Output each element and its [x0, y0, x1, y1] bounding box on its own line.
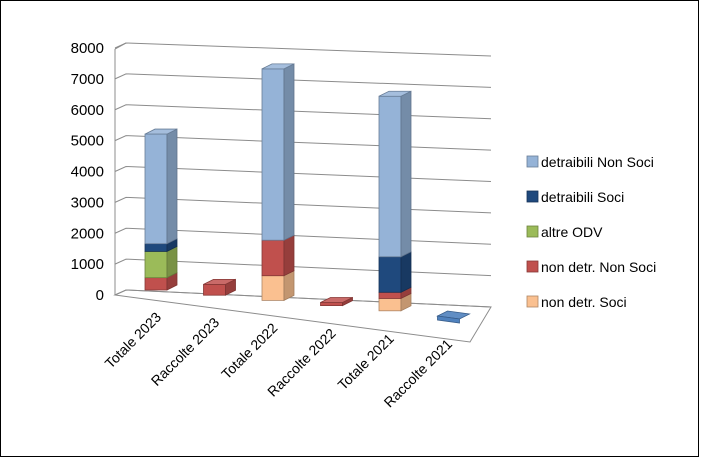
- legend: detraibili Non Soci detraibili Soci altre …: [526, 154, 656, 310]
- bar-segment: [203, 278, 236, 296]
- category-label: Totale 2021: [334, 330, 397, 393]
- legend-label: detraibili Non Soci: [541, 154, 654, 170]
- legend-label: detraibili Soci: [541, 189, 624, 205]
- y-tick-label: 6000: [71, 102, 104, 119]
- category-label: Totale 2023: [102, 309, 165, 372]
- gridline: [114, 289, 492, 308]
- bar-empty: [436, 310, 471, 324]
- legend-swatch: [526, 260, 539, 273]
- legend-label: non detr. Soci: [541, 294, 627, 310]
- legend-swatch: [526, 190, 539, 203]
- gridline: [114, 227, 492, 245]
- bar-segment: [144, 128, 178, 245]
- gridline: [114, 135, 492, 151]
- bar-segment: [144, 272, 178, 291]
- y-tick-label: 1000: [71, 256, 104, 273]
- gridline: [114, 42, 492, 57]
- gridline: [114, 73, 492, 88]
- y-tick-label: 4000: [71, 164, 104, 181]
- bar-segment: [378, 251, 412, 293]
- bar-segment: [378, 292, 412, 312]
- bar-segment: [144, 245, 178, 279]
- y-tick-label: 3000: [71, 194, 104, 211]
- bar-segment: [378, 90, 412, 258]
- gridline: [114, 165, 492, 182]
- bars: [144, 63, 471, 324]
- legend-item: altre ODV: [526, 224, 603, 240]
- gridline: [114, 104, 492, 120]
- legend-item: non detr. Soci: [526, 294, 627, 310]
- legend-item: non detr. Non Soci: [526, 259, 656, 275]
- legend-swatch: [526, 295, 539, 308]
- gridlines: [114, 42, 492, 308]
- legend-item: detraibili Soci: [526, 189, 624, 205]
- y-tick-label: 7000: [71, 71, 104, 88]
- bar-segment: [261, 63, 295, 241]
- y-tick-label: 2000: [71, 225, 104, 242]
- gridline: [114, 196, 492, 214]
- y-tick-label: 0: [96, 287, 104, 304]
- y-axis-ticks: 0 1000 2000 3000 4000 5000 6000 7000 8000: [71, 40, 104, 304]
- bar-segment: [320, 296, 353, 307]
- category-label: Totale 2022: [218, 319, 281, 382]
- legend-swatch: [526, 225, 539, 238]
- y-tick-label: 5000: [71, 133, 104, 150]
- legend-label: altre ODV: [541, 224, 603, 240]
- legend-swatch: [526, 155, 539, 168]
- gridline: [114, 258, 492, 277]
- bar-segment: [144, 238, 178, 253]
- y-tick-label: 8000: [71, 40, 104, 57]
- legend-item: detraibili Non Soci: [526, 154, 654, 170]
- bar-segment: [261, 234, 295, 277]
- legend-label: non detr. Non Soci: [541, 259, 656, 275]
